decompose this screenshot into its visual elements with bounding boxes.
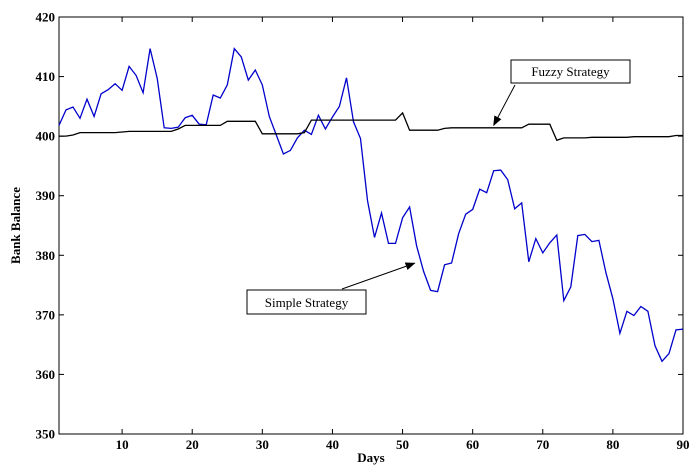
y-tick-label: 360: [36, 367, 56, 382]
x-tick-label: 90: [677, 437, 689, 452]
plot-area: [58, 16, 684, 435]
fuzzy-strategy-label-box: [510, 59, 631, 84]
simple-strategy-label-box: [246, 289, 367, 315]
y-tick-label: 400: [36, 129, 56, 144]
y-tick-label: 390: [36, 188, 56, 203]
y-tick-label: 380: [36, 248, 56, 263]
y-tick-label: 420: [36, 10, 56, 25]
x-tick-label: 70: [536, 437, 549, 452]
x-tick-label: 60: [466, 437, 479, 452]
annotations: Fuzzy Strategy Simple Strategy: [246, 59, 631, 315]
x-tick-label: 20: [186, 437, 199, 452]
simple-strategy-arrow: [341, 262, 416, 290]
x-tick-label: 10: [116, 437, 129, 452]
y-axis-label: Bank Balance: [8, 187, 23, 264]
y-tick-label: 410: [36, 69, 56, 84]
fuzzy-strategy-arrow: [493, 84, 516, 127]
axis-ticks: 10 20 30 40 50 60 70 80 90 350 360 370 380 390 400 410 4…: [36, 10, 689, 453]
y-tick-label: 370: [36, 307, 56, 322]
x-tick-label: 80: [606, 437, 619, 452]
simple-strategy-label: Simple Strategy: [265, 295, 349, 310]
fuzzy-strategy-line: [59, 111, 683, 142]
x-axis-label: Days: [357, 450, 384, 465]
simple-strategy-line: [58, 47, 684, 363]
x-tick-label: 50: [396, 437, 409, 452]
x-tick-label: 30: [256, 437, 269, 452]
x-tick-label: 40: [326, 437, 339, 452]
fuzzy-strategy-label: Fuzzy Strategy: [531, 64, 610, 79]
series-lines: [58, 47, 684, 363]
y-tick-label: 350: [36, 427, 56, 442]
